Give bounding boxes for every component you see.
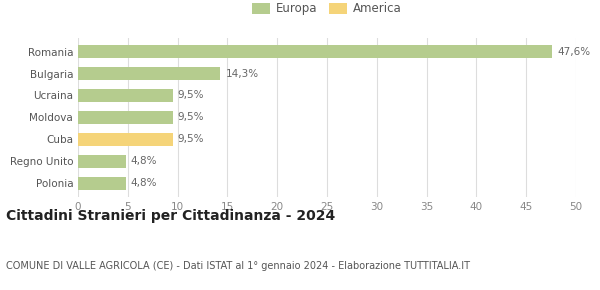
Legend: Europa, America: Europa, America [249, 0, 405, 19]
Bar [78, 155, 126, 168]
Text: 4,8%: 4,8% [131, 178, 157, 188]
Bar [78, 89, 173, 102]
Bar [78, 111, 173, 124]
Bar [78, 177, 126, 190]
Text: 4,8%: 4,8% [131, 156, 157, 166]
Text: 9,5%: 9,5% [178, 135, 204, 144]
Bar [78, 133, 173, 146]
Bar [78, 67, 220, 80]
Text: 9,5%: 9,5% [178, 113, 204, 122]
Text: Cittadini Stranieri per Cittadinanza - 2024: Cittadini Stranieri per Cittadinanza - 2… [6, 209, 335, 223]
Text: 47,6%: 47,6% [557, 46, 590, 57]
Text: 14,3%: 14,3% [226, 68, 259, 79]
Bar [78, 45, 552, 58]
Text: COMUNE DI VALLE AGRICOLA (CE) - Dati ISTAT al 1° gennaio 2024 - Elaborazione TUT: COMUNE DI VALLE AGRICOLA (CE) - Dati IST… [6, 261, 470, 271]
Text: 9,5%: 9,5% [178, 90, 204, 100]
